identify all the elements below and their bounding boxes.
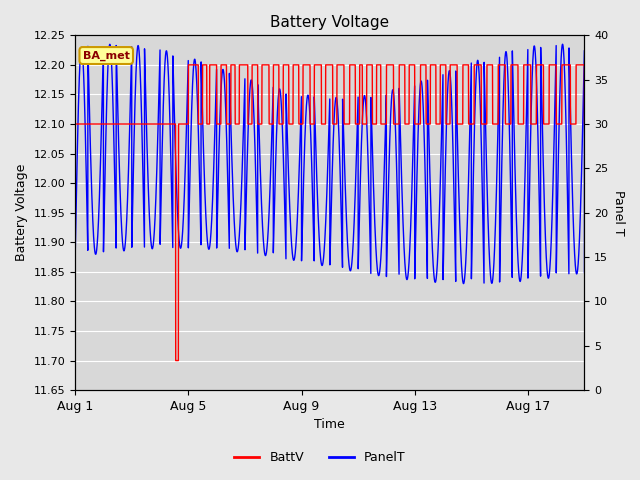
Y-axis label: Battery Voltage: Battery Voltage: [15, 164, 28, 262]
Legend: BattV, PanelT: BattV, PanelT: [229, 446, 411, 469]
Title: Battery Voltage: Battery Voltage: [270, 15, 389, 30]
Text: BA_met: BA_met: [83, 50, 130, 60]
X-axis label: Time: Time: [314, 419, 345, 432]
Y-axis label: Panel T: Panel T: [612, 190, 625, 236]
